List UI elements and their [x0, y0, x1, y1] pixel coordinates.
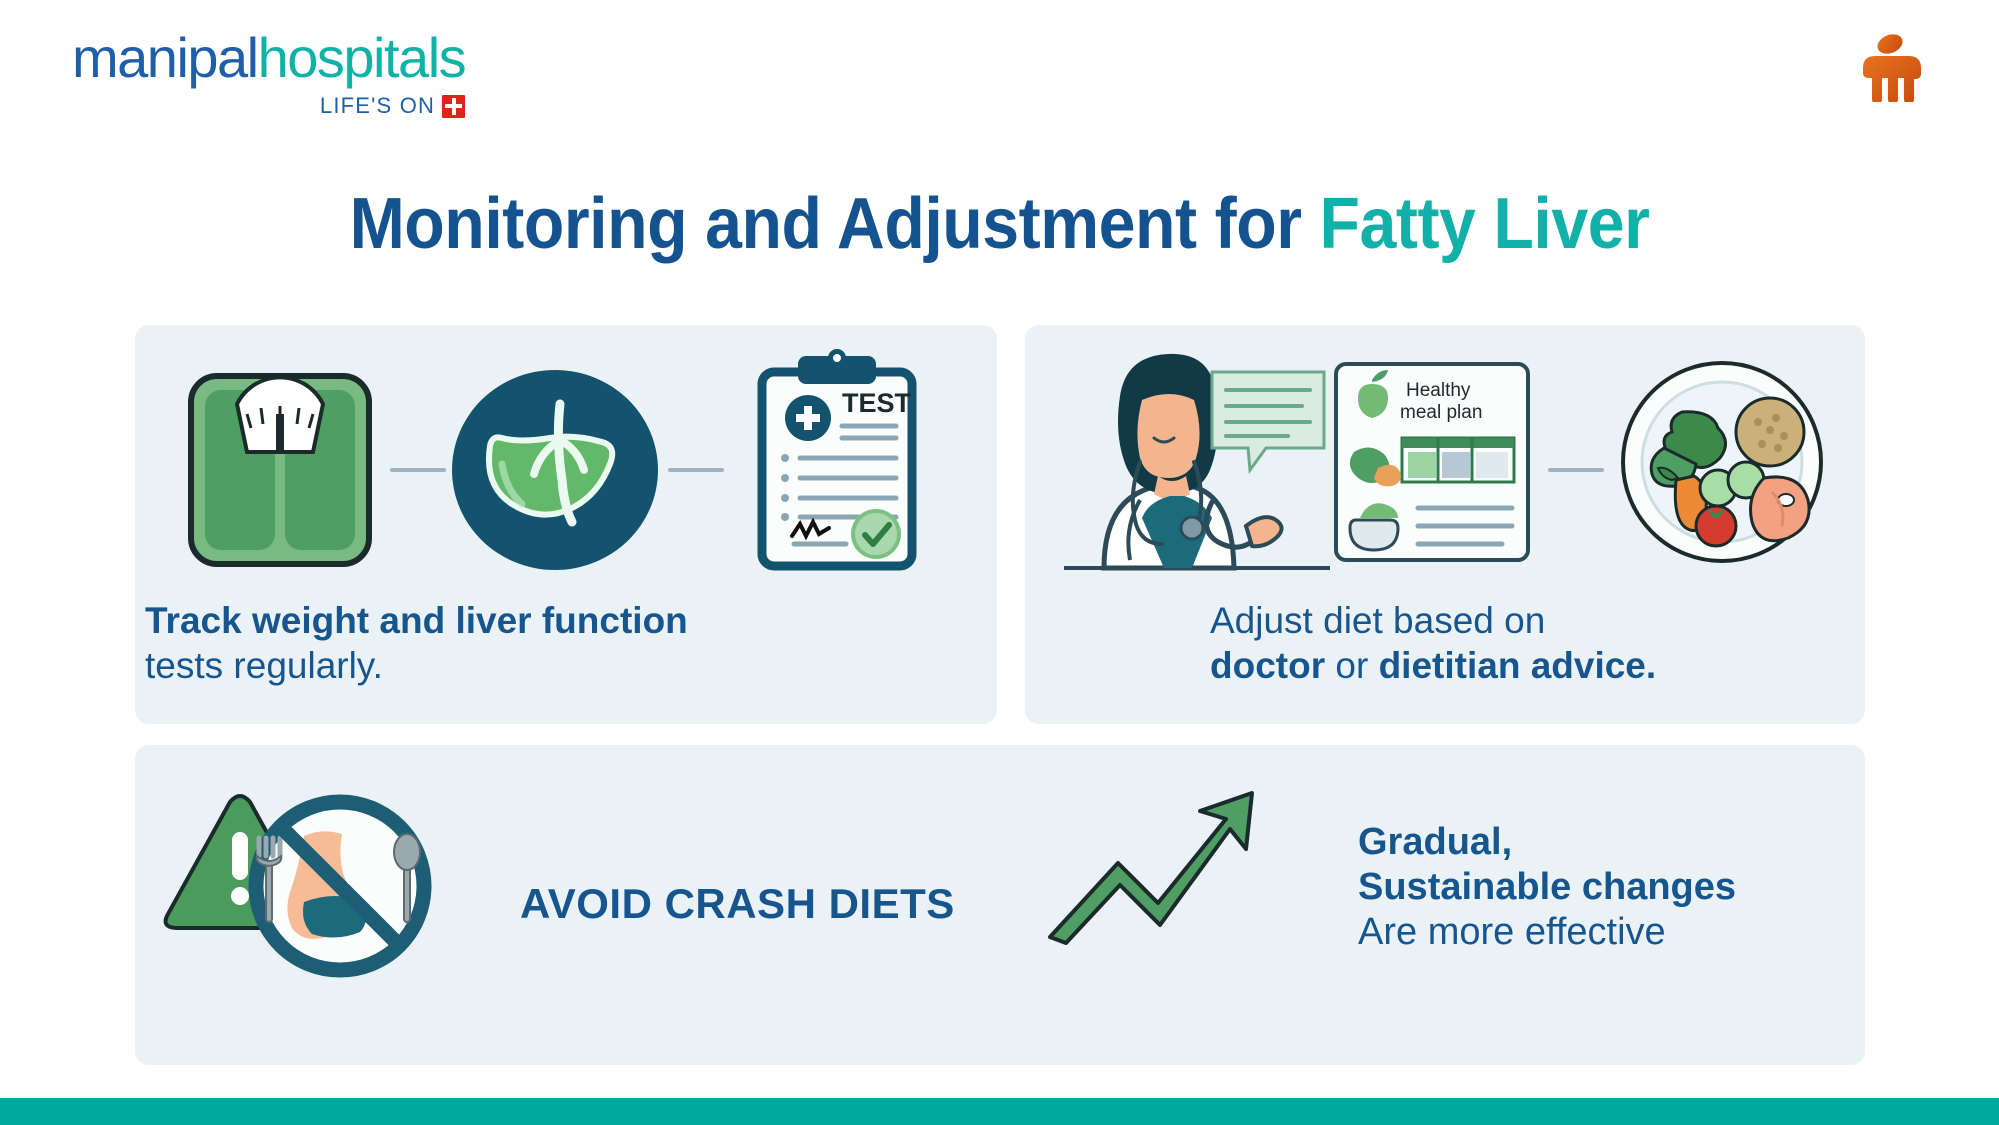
page-title: Monitoring and Adjustment for Fatty Live… [80, 183, 1919, 265]
weighing-scale-icon [185, 370, 375, 570]
caption-adjust-diet-bold-1: doctor [1210, 645, 1326, 687]
healthy-plate-icon [1620, 360, 1825, 565]
lab-test-clipboard-icon: TEST [750, 348, 925, 573]
upward-trend-arrow-icon [1040, 785, 1270, 945]
label-avoid-crash-diets: AVOID CRASH DIETS [520, 880, 955, 927]
caption-adjust-diet-middle: or [1325, 645, 1379, 687]
caption-track-weight: Track weight and liver function tests re… [145, 598, 905, 688]
label-gradual-line2: Sustainable changes [1358, 865, 1737, 908]
logo-wordmark: manipalhospitals [72, 30, 467, 86]
meal-plan-chart-icon: Healthy meal plan [1332, 360, 1532, 565]
logo-word-manipal: manipal [72, 26, 259, 89]
footer-bar [0, 1098, 1999, 1125]
connector-line-1 [390, 468, 446, 472]
logo-word-hospitals: hospitals [257, 26, 467, 89]
logo-tagline-text: LIFE'S ON [319, 93, 436, 118]
caption-adjust-diet-regular: Adjust diet based on [1210, 600, 1546, 641]
doctor-consult-icon [1062, 350, 1332, 575]
caption-track-weight-bold: Track weight and liver function [145, 600, 688, 641]
label-gradual-line3: Are more effective [1358, 910, 1666, 953]
liver-circle-icon [450, 368, 660, 573]
no-crash-diet-icon [248, 794, 432, 978]
manipal-hospitals-logo: manipalhospitals LIFE'S ON [72, 30, 467, 119]
connector-line-3 [1548, 468, 1604, 472]
logo-tagline: LIFE'S ON [72, 93, 466, 119]
caption-track-weight-regular: tests regularly. [145, 645, 383, 687]
connector-line-2 [668, 468, 724, 472]
label-gradual-line1: Gradual, [1358, 821, 1513, 863]
page-title-part-dark: Monitoring and Adjustment for [349, 184, 1320, 264]
caption-adjust-diet: Adjust diet based on doctor or dietitian… [1210, 598, 1850, 688]
caption-adjust-diet-bold-2: dietitian advice. [1378, 645, 1657, 687]
page-title-part-teal: Fatty Liver [1319, 184, 1650, 264]
svg-text:meal plan: meal plan [1400, 402, 1482, 423]
svg-text:Healthy: Healthy [1406, 380, 1471, 401]
manipal-orange-figure-icon [1857, 30, 1927, 102]
red-cross-icon [442, 94, 466, 118]
svg-text:TEST: TEST [842, 388, 912, 418]
avoid-crash-diet-icon-group [158, 790, 458, 980]
label-gradual-changes: Gradual, Sustainable changes Are more ef… [1358, 820, 1736, 954]
